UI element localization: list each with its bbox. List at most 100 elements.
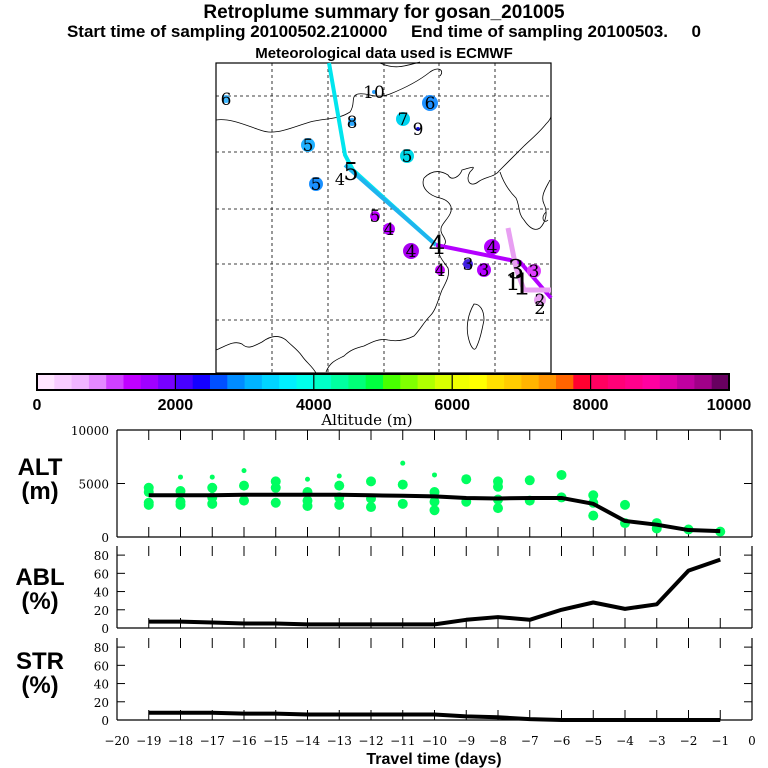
scatter-point (143, 499, 154, 510)
colorbar-swatch (54, 374, 73, 390)
colorbar-swatch (88, 374, 107, 390)
trajectory-lines (327, 62, 553, 300)
scatter-point (239, 480, 249, 491)
scatter-point (207, 482, 218, 493)
str-unit: (%) (21, 672, 59, 699)
y-tick-label: 10000 (71, 424, 109, 438)
trajectory-day-label: 4 (429, 231, 446, 261)
scatter-point (178, 474, 183, 480)
marker-label: 4 (487, 238, 498, 258)
marker-dot (372, 90, 376, 94)
y-tick-label: 60 (94, 659, 109, 673)
marker-dot (422, 95, 438, 111)
colorbar-swatch (279, 374, 297, 390)
scatter-point (334, 499, 345, 510)
map-marker: 8 (347, 113, 358, 133)
marker-label: 5 (311, 175, 322, 195)
colorbar-swatch (296, 374, 315, 390)
map-marker: 5 (301, 136, 315, 156)
trajectory-day-label: 1 (512, 268, 531, 303)
series-line (148, 557, 721, 627)
x-tick-label: −17 (200, 734, 225, 748)
map-marker: 4 (383, 220, 395, 240)
marker-label: 7 (398, 110, 409, 130)
colorbar-swatch (677, 374, 695, 390)
colorbar-tick-label: 2000 (158, 397, 194, 414)
marker-dot (435, 265, 445, 275)
trajectory-day-label: 1 (505, 268, 520, 296)
map-marker: 6 (221, 90, 232, 110)
marker-label: 4 (384, 220, 395, 240)
map-marker: 4 (435, 261, 446, 281)
x-tick-label: −12 (358, 734, 383, 748)
colorbar-swatch (158, 374, 176, 390)
colorbar-swatch (452, 374, 470, 390)
colorbar-swatch (625, 374, 643, 390)
marker-label: 5 (370, 207, 381, 227)
scatter-point (366, 502, 376, 513)
x-tick-label: −1 (711, 734, 729, 748)
scatter-point (397, 479, 408, 490)
marker-dot (527, 264, 541, 278)
met-data-label: Meteorological data used is ECMWF (255, 45, 513, 62)
alt-unit: (m) (21, 478, 59, 505)
x-axis-label: Travel time (days) (366, 751, 501, 768)
colorbar-swatch (348, 374, 367, 390)
colorbar-swatch (694, 374, 713, 390)
x-tick-label: −16 (231, 734, 256, 748)
alt-label: ALT (17, 454, 63, 481)
marker-label: 8 (347, 113, 358, 133)
colorbar-swatch (590, 374, 609, 390)
colorbar-swatch (504, 374, 522, 390)
marker-label: 3 (463, 255, 474, 275)
map-marker: 5 (309, 175, 323, 195)
colorbar-swatch (37, 374, 55, 390)
y-tick-label: 80 (94, 549, 109, 563)
colorbar-title: Altitude (m) (320, 411, 412, 429)
x-tick-label: −8 (489, 734, 507, 748)
colorbar-swatch (573, 374, 592, 390)
y-tick-label: 20 (94, 696, 109, 710)
x-tick-label: −13 (327, 734, 352, 748)
map-marker: 3 (527, 262, 541, 282)
map-marker: 9 (413, 120, 424, 140)
y-tick-label: 40 (94, 678, 109, 692)
scatter-point (305, 476, 310, 482)
scatter-point (241, 468, 247, 474)
colorbar-swatch (383, 374, 401, 390)
alt-panel-label: ALT (m) (0, 456, 80, 504)
colorbar-swatch (175, 374, 194, 390)
scatter-point (400, 460, 406, 466)
scatter-point (209, 474, 215, 480)
x-axis: −20 −19 −18 −17 −16 −15 −14 −13 −12 −11 −10 −9 −8 −7−… (104, 734, 755, 748)
marker-label: 5 (402, 147, 413, 167)
map-marker: 3 (477, 261, 491, 281)
map-marker: 6 (422, 94, 438, 114)
marker-label: 3 (479, 261, 490, 281)
colorbar-swatch (538, 374, 557, 390)
scatter-point (334, 480, 345, 491)
x-tick-label: −15 (263, 734, 288, 748)
end-time-value: 0 (691, 22, 702, 41)
colorbar-tick-label: 8000 (573, 397, 609, 414)
scatter-point (302, 500, 313, 511)
trajectory-segment (505, 227, 551, 293)
series-line (148, 492, 721, 534)
colorbar-swatch (659, 374, 678, 390)
str-panel: 0 20 40 60 80 (94, 638, 753, 728)
map-gridlines (216, 63, 551, 373)
trajectory-segment (343, 163, 438, 247)
abl-label: ABL (15, 564, 65, 591)
x-tick-label: −11 (390, 734, 415, 748)
colorbar-swatch (486, 374, 505, 390)
colorbar-swatch (244, 374, 263, 390)
x-tick-label: 0 (748, 734, 756, 748)
colorbar-swatch (434, 374, 453, 390)
map-marker: 3 (463, 255, 474, 275)
marker-dot (301, 138, 315, 152)
marker-dot (370, 211, 380, 221)
marker-dot (477, 263, 491, 277)
y-tick-label: 5000 (78, 478, 109, 492)
